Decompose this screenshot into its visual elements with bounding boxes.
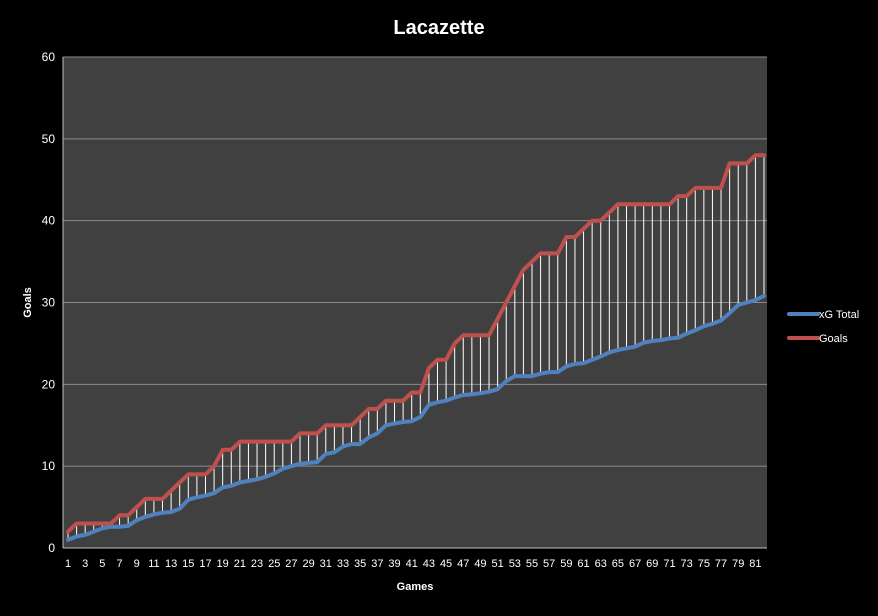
x-tick-label: 41: [406, 558, 418, 570]
y-tick-label: 0: [48, 541, 55, 555]
y-tick-label: 30: [42, 296, 56, 310]
x-tick-label: 67: [629, 558, 641, 570]
x-tick-label: 19: [217, 558, 229, 570]
x-tick-label: 3: [82, 558, 88, 570]
chart-title: Lacazette: [393, 17, 484, 39]
x-tick-label: 21: [234, 558, 246, 570]
x-tick-label: 5: [99, 558, 105, 570]
x-tick-label: 65: [612, 558, 624, 570]
x-tick-label: 61: [577, 558, 589, 570]
x-tick-label: 63: [595, 558, 607, 570]
x-tick-label: 31: [320, 558, 332, 570]
x-tick-label: 11: [148, 558, 159, 570]
x-tick-label: 35: [354, 558, 366, 570]
y-tick-label: 20: [42, 377, 56, 391]
x-tick-label: 33: [337, 558, 349, 570]
x-tick-label: 25: [268, 558, 280, 570]
x-tick-label: 7: [116, 558, 122, 570]
x-tick-label: 23: [251, 558, 263, 570]
y-tick-label: 40: [42, 214, 56, 228]
y-tick-label: 60: [42, 50, 56, 64]
series-line-xg-total: [66, 294, 766, 542]
x-tick-label: 47: [457, 558, 469, 570]
x-tick-label: 79: [732, 558, 744, 570]
x-tick-label: 27: [285, 558, 297, 570]
x-tick-label: 49: [474, 558, 486, 570]
series-lines: [66, 153, 766, 542]
x-tick-label: 15: [182, 558, 194, 570]
x-tick-label: 53: [509, 558, 521, 570]
legend-label: Goals: [819, 333, 848, 345]
y-axis-label: Goals: [22, 287, 34, 318]
x-tick-label: 39: [388, 558, 400, 570]
x-tick-label: 69: [646, 558, 658, 570]
series-line-goals: [66, 153, 766, 534]
x-tick-label: 75: [698, 558, 710, 570]
x-tick-label: 71: [663, 558, 675, 570]
gridlines: [63, 56, 767, 467]
x-tick-label: 37: [371, 558, 383, 570]
x-tick-label: 45: [440, 558, 452, 570]
x-tick-label: 1: [65, 558, 71, 570]
x-tick-label: 13: [165, 558, 177, 570]
x-tick-label: 81: [749, 558, 761, 570]
legend-label: xG Total: [819, 309, 859, 321]
x-tick-label: 55: [526, 558, 538, 570]
x-tick-label: 51: [492, 558, 504, 570]
y-tick-label: 10: [42, 459, 56, 473]
x-tick-label: 9: [134, 558, 140, 570]
x-tick-label: 17: [199, 558, 211, 570]
x-tick-label: 77: [715, 558, 727, 570]
y-tick-label: 50: [42, 132, 56, 146]
x-tick-label: 73: [681, 558, 693, 570]
x-tick-label: 29: [302, 558, 314, 570]
x-tick-label: 57: [543, 558, 555, 570]
x-tick-label: 43: [423, 558, 435, 570]
x-axis-label: Games: [397, 581, 434, 593]
legend: xG Total Goals: [787, 309, 859, 345]
drop-lines: [67, 155, 765, 540]
x-tick-label: 59: [560, 558, 572, 570]
